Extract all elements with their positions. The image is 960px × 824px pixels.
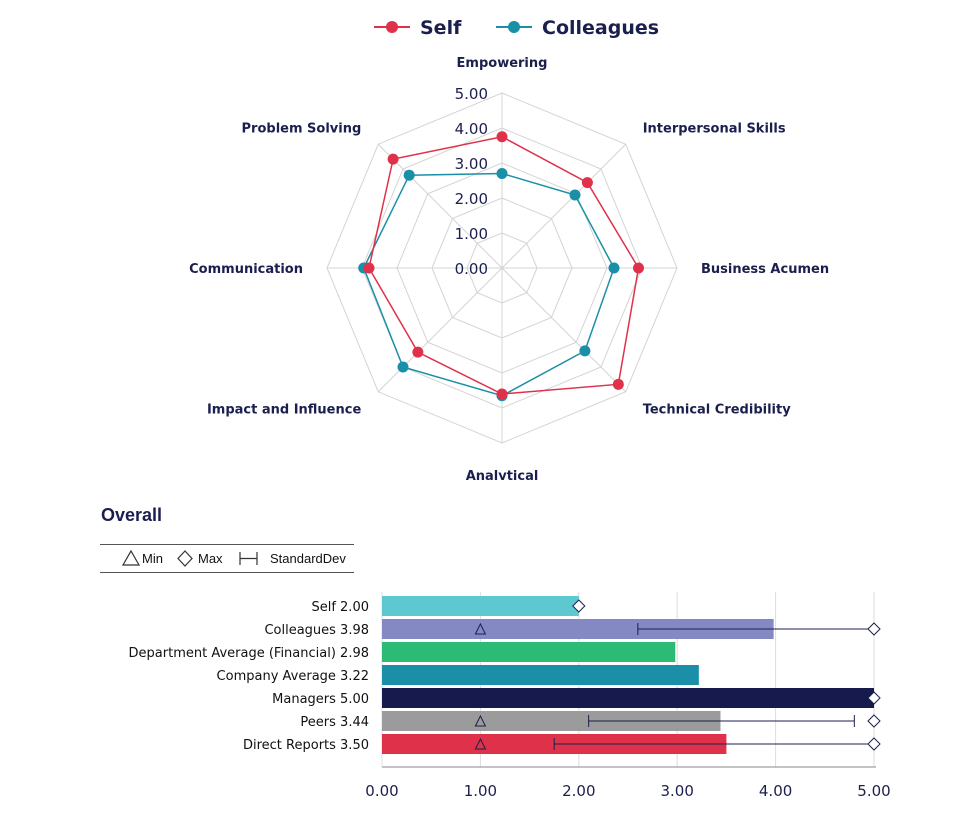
radar-point (496, 168, 508, 179)
max-marker (572, 599, 586, 613)
bar-category-label: Managers 5.00 (272, 692, 369, 707)
bar-category-label: Company Average 3.22 (217, 669, 369, 684)
legend-min-label: Min (142, 551, 163, 566)
radar-category-label: Business Acumen (701, 262, 829, 277)
max-marker (867, 714, 881, 728)
bar (382, 711, 721, 731)
bar-category-label: Direct Reports 3.50 (243, 738, 369, 753)
bar-category-label: Peers 3.44 (300, 715, 369, 730)
radar-category-label: Communication (189, 262, 303, 277)
radar-tick-label: 2.00 (455, 190, 488, 208)
radar-point (397, 361, 409, 373)
radar-tick-label: 3.00 (455, 155, 488, 173)
bar (382, 596, 579, 616)
stddev-icon (239, 552, 258, 565)
radar-tick-label: 0.00 (455, 260, 488, 278)
bar (382, 665, 699, 685)
radar-category-label: Problem Solving (242, 121, 362, 136)
radar-chart: 0.00 1.00 2.00 3.00 4.00 5.00 Empowering Interp… (189, 17, 829, 480)
stddev-errorbar (588, 715, 855, 727)
overall-bar-chart: Self 2.00 Colleagues 3.98 Department Avera… (129, 592, 891, 800)
bar-legend: Min Max StandardDev (100, 544, 354, 573)
radar-point (496, 388, 508, 400)
radar-point (579, 345, 591, 357)
x-tick-label: 3.00 (660, 782, 693, 800)
radar-tick-label: 1.00 (455, 225, 488, 243)
x-tick-label: 2.00 (562, 782, 595, 800)
legend-marker (508, 21, 520, 33)
min-triangle-icon (121, 549, 141, 566)
radar-spoke (377, 143, 503, 269)
bar-category-label: Self 2.00 (311, 600, 369, 615)
radar-tick-label: 5.00 (455, 85, 488, 103)
min-marker (474, 714, 487, 727)
min-marker (474, 622, 487, 635)
max-diamond-icon (177, 550, 193, 567)
radar-category-label: Technical Credibility (643, 403, 792, 418)
radar-spoke (377, 267, 503, 393)
radar-category-label: Impact and Influence (207, 403, 362, 418)
radar-point (363, 262, 375, 274)
bar-legend-symbols (121, 549, 258, 567)
legend-marker (386, 21, 398, 33)
radar-point (581, 177, 593, 189)
radar-category-label: Analytical (466, 469, 539, 480)
radar-point (633, 262, 644, 274)
bar-category-label: Colleagues 3.98 (264, 623, 369, 638)
bar (382, 688, 874, 708)
radar-category-label: Empowering (457, 56, 548, 71)
min-marker (474, 737, 487, 750)
radar-spoke (501, 143, 627, 269)
x-tick-label: 5.00 (857, 782, 890, 800)
x-tick-label: 4.00 (759, 782, 792, 800)
radar-point (496, 131, 508, 143)
legend-label: Self (420, 17, 462, 39)
radar-category-label: Interpersonal Skills (643, 121, 786, 136)
radar-point (608, 262, 620, 274)
bar-category-label: Department Average (Financial) 2.98 (129, 646, 369, 661)
max-marker (867, 737, 881, 751)
overall-title: Overall (101, 505, 163, 525)
max-marker (867, 691, 881, 705)
radar-point (612, 378, 624, 390)
radar-spoke (501, 267, 627, 393)
legend-label: Colleagues (542, 17, 659, 39)
radar-tick-label: 4.00 (455, 120, 488, 138)
legend-stddev-label: StandardDev (270, 551, 346, 566)
bar (382, 642, 676, 662)
x-tick-label: 1.00 (464, 782, 497, 800)
radar-point (412, 346, 424, 358)
radar-point (387, 153, 399, 165)
max-marker (867, 622, 881, 636)
x-tick-label: 0.00 (365, 782, 398, 800)
radar-point (403, 169, 415, 181)
radar-point (569, 189, 581, 201)
legend-max-label: Max (198, 551, 223, 566)
